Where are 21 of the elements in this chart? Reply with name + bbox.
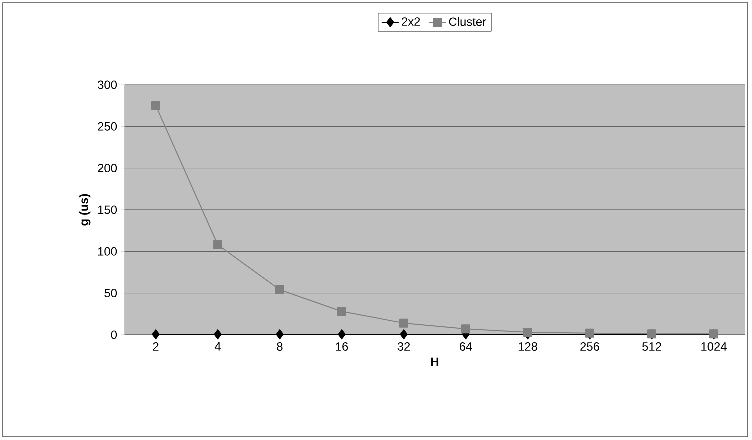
- y-tick-label: 50: [104, 289, 118, 298]
- y-tick-label: 200: [98, 164, 118, 173]
- x-tick-label: 16: [336, 342, 348, 351]
- y-tick-label: 100: [98, 247, 118, 256]
- y-axis-title: g (us): [80, 194, 91, 226]
- x-tick-label: 256: [580, 342, 600, 351]
- x-tick-label: 32: [398, 342, 410, 351]
- x-tick-label: 512: [642, 342, 662, 351]
- y-tick-label: 0: [111, 330, 118, 340]
- x-axis-title: H: [431, 358, 439, 366]
- x-tick-label: 64: [460, 342, 472, 351]
- legend-label: 2x2: [402, 18, 420, 26]
- x-tick-label: 2: [153, 342, 159, 351]
- x-tick-label: 4: [214, 342, 221, 351]
- y-tick-label: 300: [98, 80, 118, 90]
- x-tick-label: 1024: [702, 342, 727, 351]
- legend-label: Cluster: [449, 17, 486, 26]
- y-tick-label: 250: [98, 122, 118, 131]
- y-tick-label: 150: [98, 206, 118, 214]
- x-tick-label: 128: [518, 342, 538, 351]
- x-tick-label: 8: [277, 342, 283, 351]
